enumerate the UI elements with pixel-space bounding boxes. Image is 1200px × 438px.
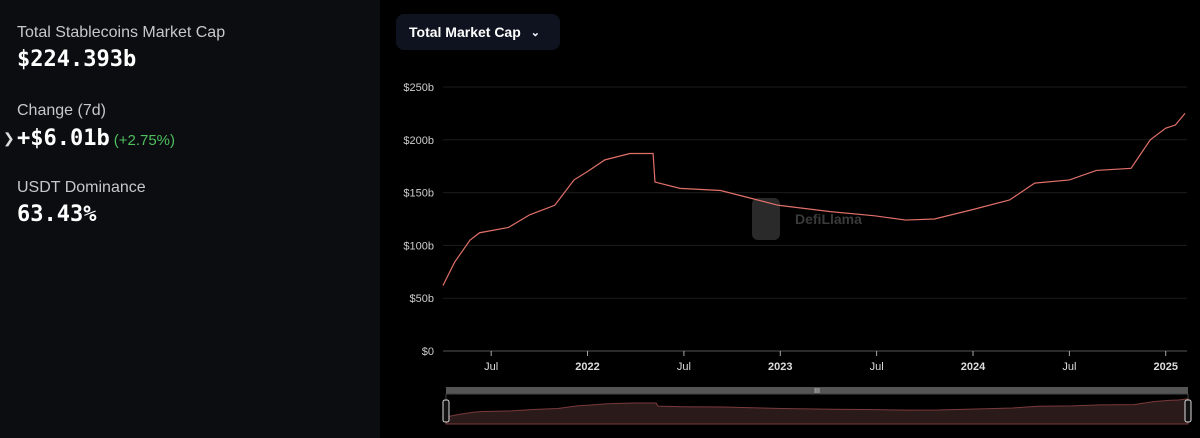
x-tick-label: Jul [870,361,884,373]
x-tick-label: Jul [484,361,498,373]
zoom-handle[interactable] [1184,399,1192,423]
series-line [442,113,1186,286]
x-tick-label: 2023 [768,361,792,373]
zoom-grip-icon: III [814,388,820,395]
y-tick-label: $100b [403,240,434,252]
x-tick-label: 2025 [1153,361,1177,373]
mcap-label: Total Stablecoins Market Cap [17,24,226,41]
x-tick-label: 2022 [575,361,599,373]
x-tick-label: Jul [677,361,691,373]
dropdown-label: Total Market Cap [409,24,521,40]
y-tick-label: $200b [403,135,434,147]
dominance-value: 63.43% [17,202,97,227]
y-tick-label: $250b [403,82,434,94]
metric-dropdown[interactable]: Total Market Cap ⌄ [396,14,560,50]
y-tick-label: $0 [422,346,434,358]
summary-panel: Total Stablecoins Market Cap $224.393b C… [0,0,380,438]
change-label: Change (7d) [17,102,106,119]
zoom-handle[interactable] [442,399,450,423]
chevron-right-icon[interactable]: ❯ [3,130,15,146]
x-tick-label: Jul [1062,361,1076,373]
watermark-logo [752,198,780,240]
change-row: +$6.01b (+2.75%) [17,126,175,151]
dominance-label: USDT Dominance [17,179,146,196]
y-tick-label: $150b [403,188,434,200]
x-tick-label: 2024 [961,361,986,373]
y-tick-label: $50b [410,293,434,305]
watermark-text: DefiLlama [795,211,862,227]
change-value: +$6.01b [17,126,110,151]
zoom-preview-area [445,398,1189,425]
chevron-down-icon: ⌄ [530,26,540,39]
zoom-slider-bar [446,387,1188,394]
mcap-value: $224.393b [17,47,137,72]
change-percent: (+2.75%) [113,132,176,149]
